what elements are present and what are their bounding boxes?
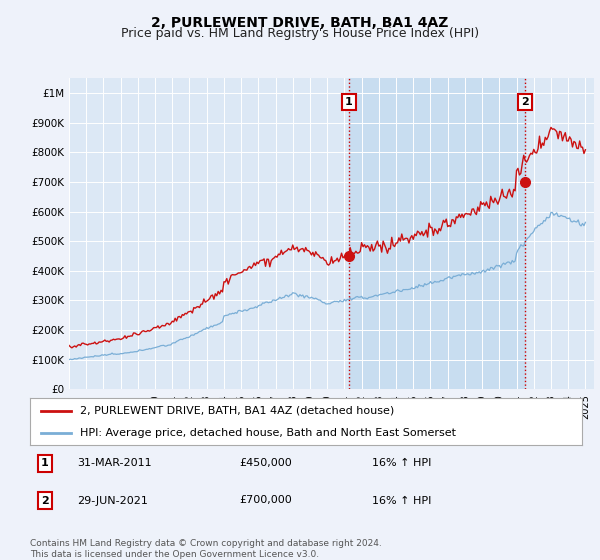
- Text: £450,000: £450,000: [240, 459, 293, 468]
- Text: 1: 1: [345, 97, 353, 107]
- Text: 16% ↑ HPI: 16% ↑ HPI: [372, 496, 431, 506]
- Text: 1: 1: [41, 459, 49, 468]
- Text: 2: 2: [521, 97, 529, 107]
- Text: 31-MAR-2011: 31-MAR-2011: [77, 459, 152, 468]
- Text: Contains HM Land Registry data © Crown copyright and database right 2024.
This d: Contains HM Land Registry data © Crown c…: [30, 539, 382, 559]
- Text: 2, PURLEWENT DRIVE, BATH, BA1 4AZ: 2, PURLEWENT DRIVE, BATH, BA1 4AZ: [151, 16, 449, 30]
- Text: 2, PURLEWENT DRIVE, BATH, BA1 4AZ (detached house): 2, PURLEWENT DRIVE, BATH, BA1 4AZ (detac…: [80, 406, 394, 416]
- Text: Price paid vs. HM Land Registry's House Price Index (HPI): Price paid vs. HM Land Registry's House …: [121, 27, 479, 40]
- Text: 2: 2: [41, 496, 49, 506]
- Text: 29-JUN-2021: 29-JUN-2021: [77, 496, 148, 506]
- Text: £700,000: £700,000: [240, 496, 293, 506]
- Bar: [349, 78, 525, 389]
- Text: 16% ↑ HPI: 16% ↑ HPI: [372, 459, 431, 468]
- Text: HPI: Average price, detached house, Bath and North East Somerset: HPI: Average price, detached house, Bath…: [80, 428, 455, 438]
